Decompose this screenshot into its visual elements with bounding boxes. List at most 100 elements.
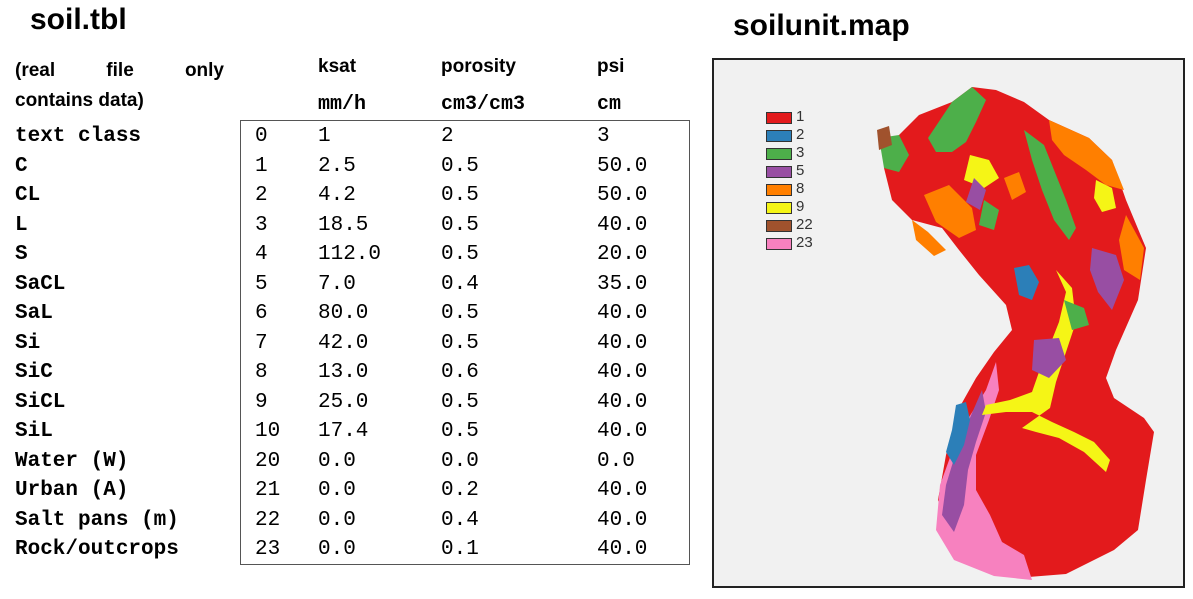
cell-id: 8 bbox=[255, 361, 268, 384]
cell-class: Salt pans (m) bbox=[15, 508, 179, 532]
unit-porosity: cm3/cm3 bbox=[441, 93, 526, 116]
table-row: Si 7 42.0 0.5 40.0 bbox=[0, 329, 700, 358]
cell-ksat: 0.0 bbox=[318, 449, 356, 473]
legend-item: 23 bbox=[766, 234, 826, 252]
cell-porosity: 0.5 bbox=[441, 243, 479, 266]
legend-swatch bbox=[766, 130, 792, 142]
cell-psi: 50.0 bbox=[597, 154, 648, 178]
cell-ksat: 25.0 bbox=[318, 390, 369, 414]
cell-class: Urban (A) bbox=[15, 479, 129, 502]
cell-porosity: 0.5 bbox=[441, 154, 479, 178]
cell-id: 7 bbox=[255, 331, 268, 355]
cell-class: text class bbox=[15, 125, 142, 148]
map-unit-3 bbox=[1064, 300, 1089, 330]
cell-ksat: 4.2 bbox=[318, 184, 356, 207]
table-row: CL 2 4.2 0.5 50.0 bbox=[0, 181, 700, 210]
legend-swatch bbox=[766, 202, 792, 214]
map-unit-3 bbox=[979, 200, 999, 230]
cell-psi: 40.0 bbox=[597, 302, 648, 325]
cell-id: 2 bbox=[255, 184, 268, 207]
table-row: SaL 6 80.0 0.5 40.0 bbox=[0, 299, 700, 328]
cell-id: 9 bbox=[255, 390, 268, 414]
cell-ksat: 7.0 bbox=[318, 272, 356, 296]
cell-porosity: 0.4 bbox=[441, 272, 479, 296]
cell-id: 22 bbox=[255, 508, 281, 532]
cell-ksat: 0.0 bbox=[318, 508, 356, 532]
map-unit-2 bbox=[946, 402, 970, 465]
cell-class: S bbox=[15, 243, 28, 266]
cell-porosity: 0.1 bbox=[441, 538, 479, 561]
legend-label: 5 bbox=[796, 162, 805, 179]
table-row: SaCL 5 7.0 0.4 35.0 bbox=[0, 270, 700, 299]
cell-psi: 40.0 bbox=[597, 420, 648, 443]
cell-ksat: 18.5 bbox=[318, 213, 369, 237]
cell-id: 6 bbox=[255, 302, 268, 325]
cell-psi: 40.0 bbox=[597, 538, 648, 561]
cell-class: C bbox=[15, 154, 28, 178]
legend-swatch bbox=[766, 166, 792, 178]
soil-unit-map bbox=[877, 87, 1154, 580]
cell-ksat: 80.0 bbox=[318, 302, 369, 325]
cell-porosity: 0.5 bbox=[441, 390, 479, 414]
table-row: Salt pans (m) 22 0.0 0.4 40.0 bbox=[0, 506, 700, 535]
table-row: Water (W) 20 0.0 0.0 0.0 bbox=[0, 447, 700, 476]
soil-map-title: soilunit.map bbox=[733, 9, 910, 42]
cell-id: 23 bbox=[255, 538, 281, 561]
legend-item: 2 bbox=[766, 126, 826, 144]
cell-class: L bbox=[15, 213, 28, 237]
cell-psi: 35.0 bbox=[597, 272, 648, 296]
cell-class: Water (W) bbox=[15, 449, 129, 473]
map-unit-5 bbox=[966, 178, 986, 210]
cell-class: SaCL bbox=[15, 272, 66, 296]
legend-item: 1 bbox=[766, 108, 826, 126]
note-text: (real file only contains data) bbox=[15, 56, 224, 116]
cell-class: SiC bbox=[15, 361, 53, 384]
table-row: S 4 112.0 0.5 20.0 bbox=[0, 240, 700, 269]
legend-label: 22 bbox=[796, 216, 813, 233]
cell-id: 3 bbox=[255, 213, 268, 237]
unit-ksat: mm/h bbox=[318, 93, 367, 116]
map-unit-8 bbox=[912, 220, 946, 256]
cell-psi: 3 bbox=[597, 125, 610, 148]
legend-label: 1 bbox=[796, 108, 805, 125]
cell-ksat: 2.5 bbox=[318, 154, 356, 178]
legend-item: 9 bbox=[766, 198, 826, 216]
map-unit-2 bbox=[1014, 265, 1039, 300]
legend-swatch bbox=[766, 238, 792, 250]
map-unit-8 bbox=[1004, 172, 1026, 200]
legend-label: 8 bbox=[796, 180, 805, 197]
legend-label: 23 bbox=[796, 234, 813, 251]
map-unit-1 bbox=[884, 87, 1154, 578]
legend-item: 5 bbox=[766, 162, 826, 180]
cell-porosity: 0.0 bbox=[441, 449, 479, 473]
header-psi: psi bbox=[597, 56, 625, 77]
cell-ksat: 42.0 bbox=[318, 331, 369, 355]
map-unit-8 bbox=[1049, 120, 1124, 190]
cell-porosity: 0.5 bbox=[441, 302, 479, 325]
table-row: C 1 2.5 0.5 50.0 bbox=[0, 152, 700, 181]
cell-ksat: 0.0 bbox=[318, 479, 356, 502]
cell-class: Si bbox=[15, 331, 41, 355]
cell-psi: 0.0 bbox=[597, 449, 635, 473]
soil-table-title: soil.tbl bbox=[30, 3, 127, 36]
map-unit-9 bbox=[1094, 180, 1116, 212]
table-row: SiL 10 17.4 0.5 40.0 bbox=[0, 417, 700, 446]
cell-id: 20 bbox=[255, 449, 281, 473]
table-row: text class 0 1 2 3 bbox=[0, 122, 700, 151]
cell-porosity: 0.5 bbox=[441, 420, 479, 443]
cell-porosity: 2 bbox=[441, 125, 454, 148]
header-ksat: ksat bbox=[318, 56, 357, 77]
cell-id: 10 bbox=[255, 420, 281, 443]
cell-psi: 40.0 bbox=[597, 390, 648, 414]
table-row: Rock/outcrops 23 0.0 0.1 40.0 bbox=[0, 535, 700, 564]
legend-label: 2 bbox=[796, 126, 805, 143]
cell-psi: 40.0 bbox=[597, 213, 648, 237]
cell-porosity: 0.5 bbox=[441, 213, 479, 237]
cell-porosity: 0.2 bbox=[441, 479, 479, 502]
legend-item: 8 bbox=[766, 180, 826, 198]
cell-porosity: 0.5 bbox=[441, 184, 479, 207]
cell-ksat: 13.0 bbox=[318, 361, 369, 384]
map-unit-5 bbox=[942, 390, 986, 532]
cell-id: 0 bbox=[255, 125, 268, 148]
legend-item: 3 bbox=[766, 144, 826, 162]
